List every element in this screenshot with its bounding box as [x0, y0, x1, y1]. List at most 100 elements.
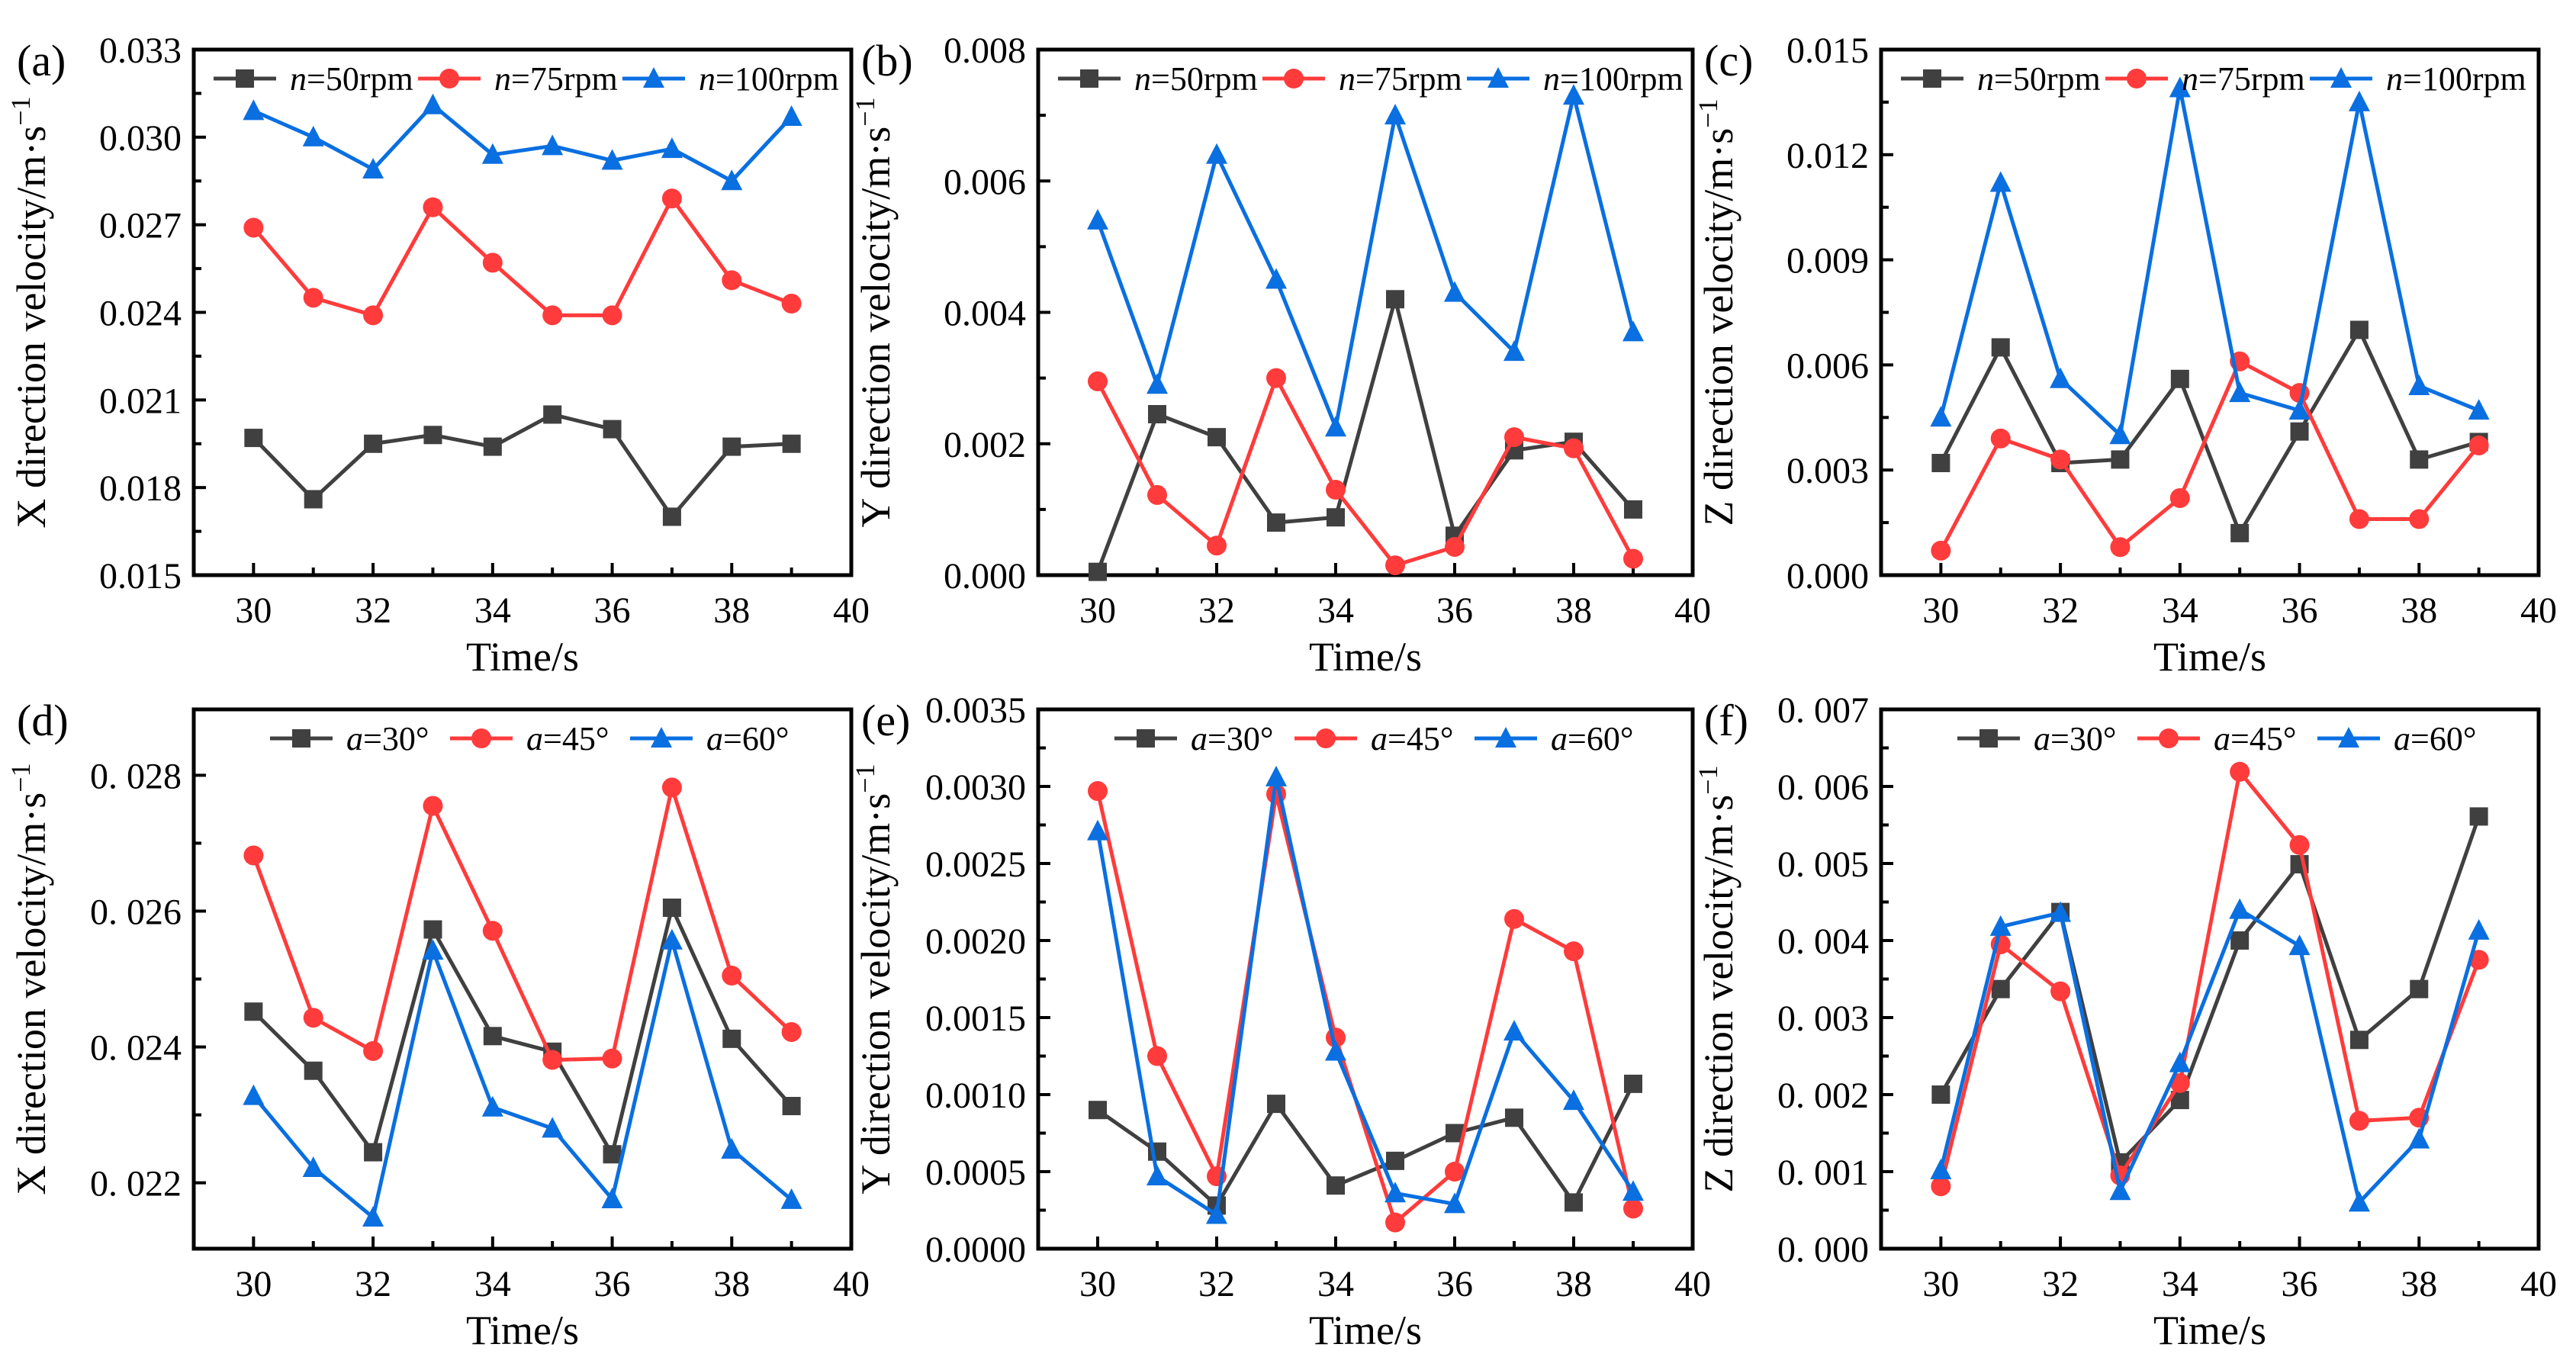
legend: a=30° a=45° a=60° — [1957, 720, 2476, 757]
y-tick-label: 0. 004 — [1777, 921, 1869, 962]
data-point-circle — [1326, 480, 1346, 500]
x-tick-label: 32 — [1198, 1264, 1235, 1304]
data-point-square — [483, 437, 502, 456]
data-point-triangle — [1622, 1180, 1644, 1201]
data-point-square — [1386, 290, 1404, 309]
data-point-triangle — [1325, 416, 1346, 437]
y-tick-label: 0.015 — [1786, 31, 1869, 71]
data-point-circle — [1385, 1212, 1405, 1233]
y-axis-label-text: Y direction velocity/m·s — [853, 793, 899, 1195]
x-tick-label: 30 — [235, 590, 272, 631]
y-tick-label: 0. 003 — [1777, 998, 1869, 1039]
data-point-triangle — [2109, 1179, 2131, 1201]
data-point-triangle — [422, 93, 444, 114]
data-point-square — [1089, 1101, 1107, 1120]
data-point-square — [1931, 454, 1950, 473]
legend-label-variable: n — [1977, 60, 1994, 98]
data-point-triangle — [1146, 373, 1168, 394]
y-tick-label: 0.0000 — [925, 1230, 1026, 1270]
panel-label: (d) — [17, 696, 69, 745]
series-circle — [243, 188, 802, 326]
series-line — [1938, 908, 2481, 1204]
data-point-square — [603, 1145, 622, 1164]
y-axis-label: Z direction velocity/m·s−1 — [1693, 98, 1741, 526]
y-tick-label: 0.0020 — [925, 921, 1026, 962]
legend-label-value: =75rpm — [1356, 60, 1462, 98]
y-tick-label: 0.0010 — [925, 1076, 1026, 1116]
data-point-square — [423, 426, 442, 445]
legend: a=30° a=45° a=60° — [270, 720, 789, 757]
chart-panel-b: (b) 30 32 34 36 38 40 Time/s 0.000 0.002 0.004 0.00… — [850, 31, 1711, 680]
legend-entry: n=100rpm — [1467, 60, 1684, 98]
legend-label-value: =75rpm — [511, 60, 618, 98]
legend-marker-circle — [1316, 728, 1336, 748]
data-point-square — [304, 490, 323, 509]
data-point-triangle — [1989, 171, 2012, 192]
legend: n=50rpm n=75rpm n=100rpm — [1058, 60, 1684, 98]
x-tick-label: 34 — [474, 1264, 511, 1304]
data-point-square — [2349, 1031, 2369, 1050]
legend-entry: n=50rpm — [1901, 60, 2101, 98]
series-line — [1938, 770, 2481, 1187]
data-point-square — [2469, 807, 2488, 826]
legend-marker-triangle — [1495, 727, 1516, 748]
data-point-square — [1267, 1095, 1285, 1114]
y-tick-label: 0.0035 — [925, 690, 1026, 731]
data-point-circle — [1445, 1162, 1465, 1182]
x-tick-label: 32 — [355, 1264, 391, 1304]
legend-label-value: =30° — [363, 720, 429, 757]
series-line — [1095, 376, 1635, 568]
data-point-circle — [2349, 509, 2369, 529]
data-point-square — [364, 434, 383, 453]
data-point-triangle — [302, 125, 324, 146]
series-square — [244, 405, 801, 526]
data-point-circle — [1990, 428, 2011, 449]
data-point-triangle — [481, 143, 503, 164]
y-axis-label: Y direction velocity/m·s−1 — [850, 764, 899, 1194]
legend-label-value: =45° — [1388, 720, 1453, 757]
data-point-square — [2111, 450, 2130, 469]
x-tick-label: 40 — [2520, 1264, 2557, 1304]
legend-label-variable: a — [1551, 720, 1568, 757]
legend-label-value: =50rpm — [1994, 60, 2101, 98]
legend-label: n=50rpm — [290, 60, 413, 98]
legend-label-value: =100rpm — [1560, 60, 1684, 98]
legend-label: n=100rpm — [699, 60, 839, 98]
legend-label-variable: a — [1191, 720, 1208, 757]
series-line — [1939, 815, 2481, 1165]
data-point-square — [1565, 1193, 1583, 1212]
data-point-circle — [602, 305, 622, 326]
data-point-circle — [722, 966, 742, 986]
legend-label-value: =60° — [2410, 720, 2476, 757]
y-tick-label: 0.030 — [99, 118, 182, 159]
legend-marker-square — [292, 729, 310, 748]
data-point-square — [782, 1097, 801, 1116]
x-axis-label: Time/s — [2153, 634, 2266, 680]
x-axis-label: Time/s — [2153, 1307, 2266, 1353]
data-point-circle — [1147, 1046, 1167, 1066]
y-axis-label-superscript: −1 — [850, 97, 880, 126]
series-line — [1095, 790, 1635, 1225]
data-point-triangle — [721, 169, 743, 191]
y-tick-label: 0. 006 — [1777, 767, 1869, 808]
data-point-triangle — [1087, 819, 1108, 841]
legend-entry: n=75rpm — [1262, 60, 1462, 98]
x-tick-label: 38 — [1555, 590, 1592, 631]
plot-frame — [1036, 47, 1695, 577]
series-square — [244, 899, 801, 1164]
data-point-triangle — [721, 1137, 743, 1159]
legend-entry: n=75rpm — [418, 60, 618, 98]
y-tick-label: 0.0005 — [925, 1153, 1026, 1193]
data-point-circle — [781, 294, 802, 314]
data-point-triangle — [1989, 915, 2012, 936]
x-tick-label: 30 — [1922, 1264, 1959, 1304]
legend-label: n=75rpm — [1339, 60, 1462, 98]
series-line — [1938, 86, 2480, 437]
data-point-circle — [423, 197, 443, 217]
data-point-circle — [303, 1008, 323, 1028]
series-line — [252, 412, 792, 519]
x-tick-label: 30 — [1079, 590, 1116, 631]
legend-marker-circle — [471, 728, 491, 748]
data-point-triangle — [601, 1187, 623, 1208]
legend-label-value: =30° — [1208, 720, 1273, 757]
